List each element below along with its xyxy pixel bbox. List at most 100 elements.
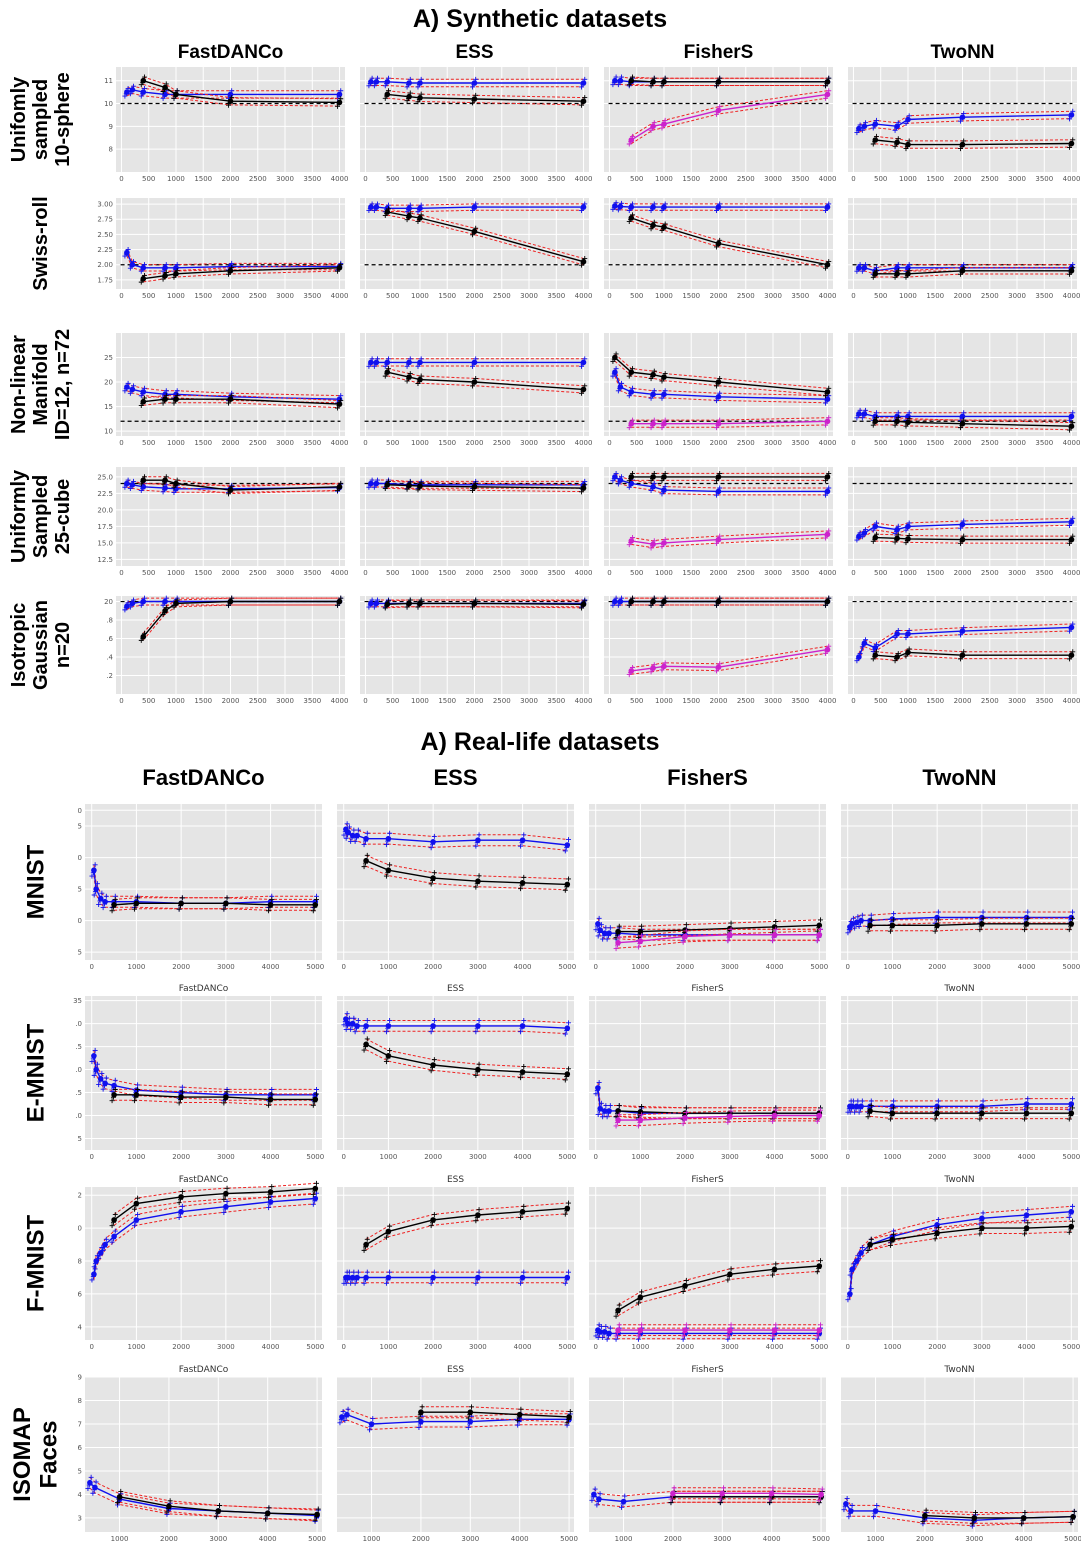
x-tick-label: 2500 [249,175,267,183]
data-point [615,928,621,935]
y-tick-label: 0 [78,917,82,925]
sample-marker [611,371,617,377]
sample-marker [179,1089,185,1095]
sample-marker [336,485,342,491]
sample-marker [669,1493,675,1499]
x-tick-label: 2000 [222,439,240,447]
sample-marker [266,908,272,914]
sample-marker [364,1036,370,1042]
sample-marker [416,485,422,491]
sample-marker [172,272,178,278]
sample-marker [893,272,899,278]
y-tick-label: 5 [78,1467,82,1475]
x-tick-label: 3000 [764,292,782,300]
data-point [727,932,733,938]
panel-background [589,996,826,1150]
sample-marker [562,1211,568,1217]
sample-marker [595,1111,601,1117]
sample-marker [872,123,878,129]
data-point [267,902,274,908]
sample-marker [649,667,655,673]
data-point [467,1418,474,1425]
sample-marker [651,201,657,207]
sample-marker [471,485,477,491]
sample-marker [680,939,686,945]
sample-marker [717,595,723,601]
sample-marker [135,1087,141,1092]
sample-marker [1022,927,1028,933]
data-point [637,928,644,935]
sample-marker [368,1423,374,1429]
data-point [111,902,117,908]
sample-marker [473,1029,479,1035]
sample-marker [375,597,381,603]
sample-marker [668,1496,674,1502]
x-tick-label: 3500 [303,175,321,183]
sample-marker [176,1200,182,1206]
sample-marker [872,525,878,531]
data-point [345,1274,352,1281]
sample-marker [582,76,588,82]
sample-marker [109,1098,115,1104]
sample-marker [969,1521,975,1527]
panel-subtitle: FisherS [691,1365,724,1375]
sample-marker [416,361,422,367]
sample-marker [771,934,777,940]
y-tick-label: .2 [106,672,113,680]
data-point [385,1053,392,1059]
sample-marker [465,1424,471,1430]
sample-marker [651,368,657,374]
panel-background [337,1187,574,1340]
x-tick-label: 4000 [575,569,593,577]
data-point [368,1421,375,1427]
sample-marker [564,1420,570,1426]
sample-marker [868,912,874,918]
sample-marker [773,1322,779,1328]
column-header-1-2: FisherS [667,765,748,790]
sample-marker [519,1211,525,1217]
x-tick-label: 1500 [926,292,944,300]
sample-marker [715,538,721,544]
data-point [768,1490,775,1497]
sample-marker [595,1335,601,1341]
sample-marker [385,206,391,212]
x-tick-label: 3000 [217,963,235,971]
sample-marker [717,104,723,110]
series-lower-bound [849,1216,1072,1300]
sample-marker [771,1269,777,1275]
sample-marker [614,1310,620,1316]
sample-marker [385,1025,391,1031]
sample-marker [617,205,623,211]
sample-marker [961,111,967,117]
x-tick-label: 500 [630,439,643,447]
data-point [889,916,896,922]
sample-marker [229,265,235,271]
sample-marker [428,1280,434,1286]
data-point [564,881,571,888]
data-point [91,1271,97,1277]
sample-marker [407,202,413,208]
sample-marker [473,480,479,486]
sample-marker [375,201,381,207]
data-point [979,1225,985,1231]
sample-marker [131,597,137,603]
data-point [475,1274,481,1281]
sample-marker [1071,1508,1077,1514]
sample-marker [662,75,668,81]
x-tick-label: 2000 [412,1535,430,1543]
x-tick-label: 1000 [167,292,185,300]
sample-marker [364,830,370,836]
data-point [354,832,360,839]
sample-marker [518,1075,524,1081]
sample-marker [112,1077,118,1083]
sample-marker [770,1118,776,1124]
sample-marker [582,356,588,362]
sample-marker [172,602,178,608]
sample-marker [352,1280,358,1286]
sample-marker [934,1113,940,1119]
data-point [816,1112,823,1119]
x-tick-label: 0 [593,1343,597,1351]
sample-marker [726,1116,732,1122]
sample-marker [895,628,901,634]
